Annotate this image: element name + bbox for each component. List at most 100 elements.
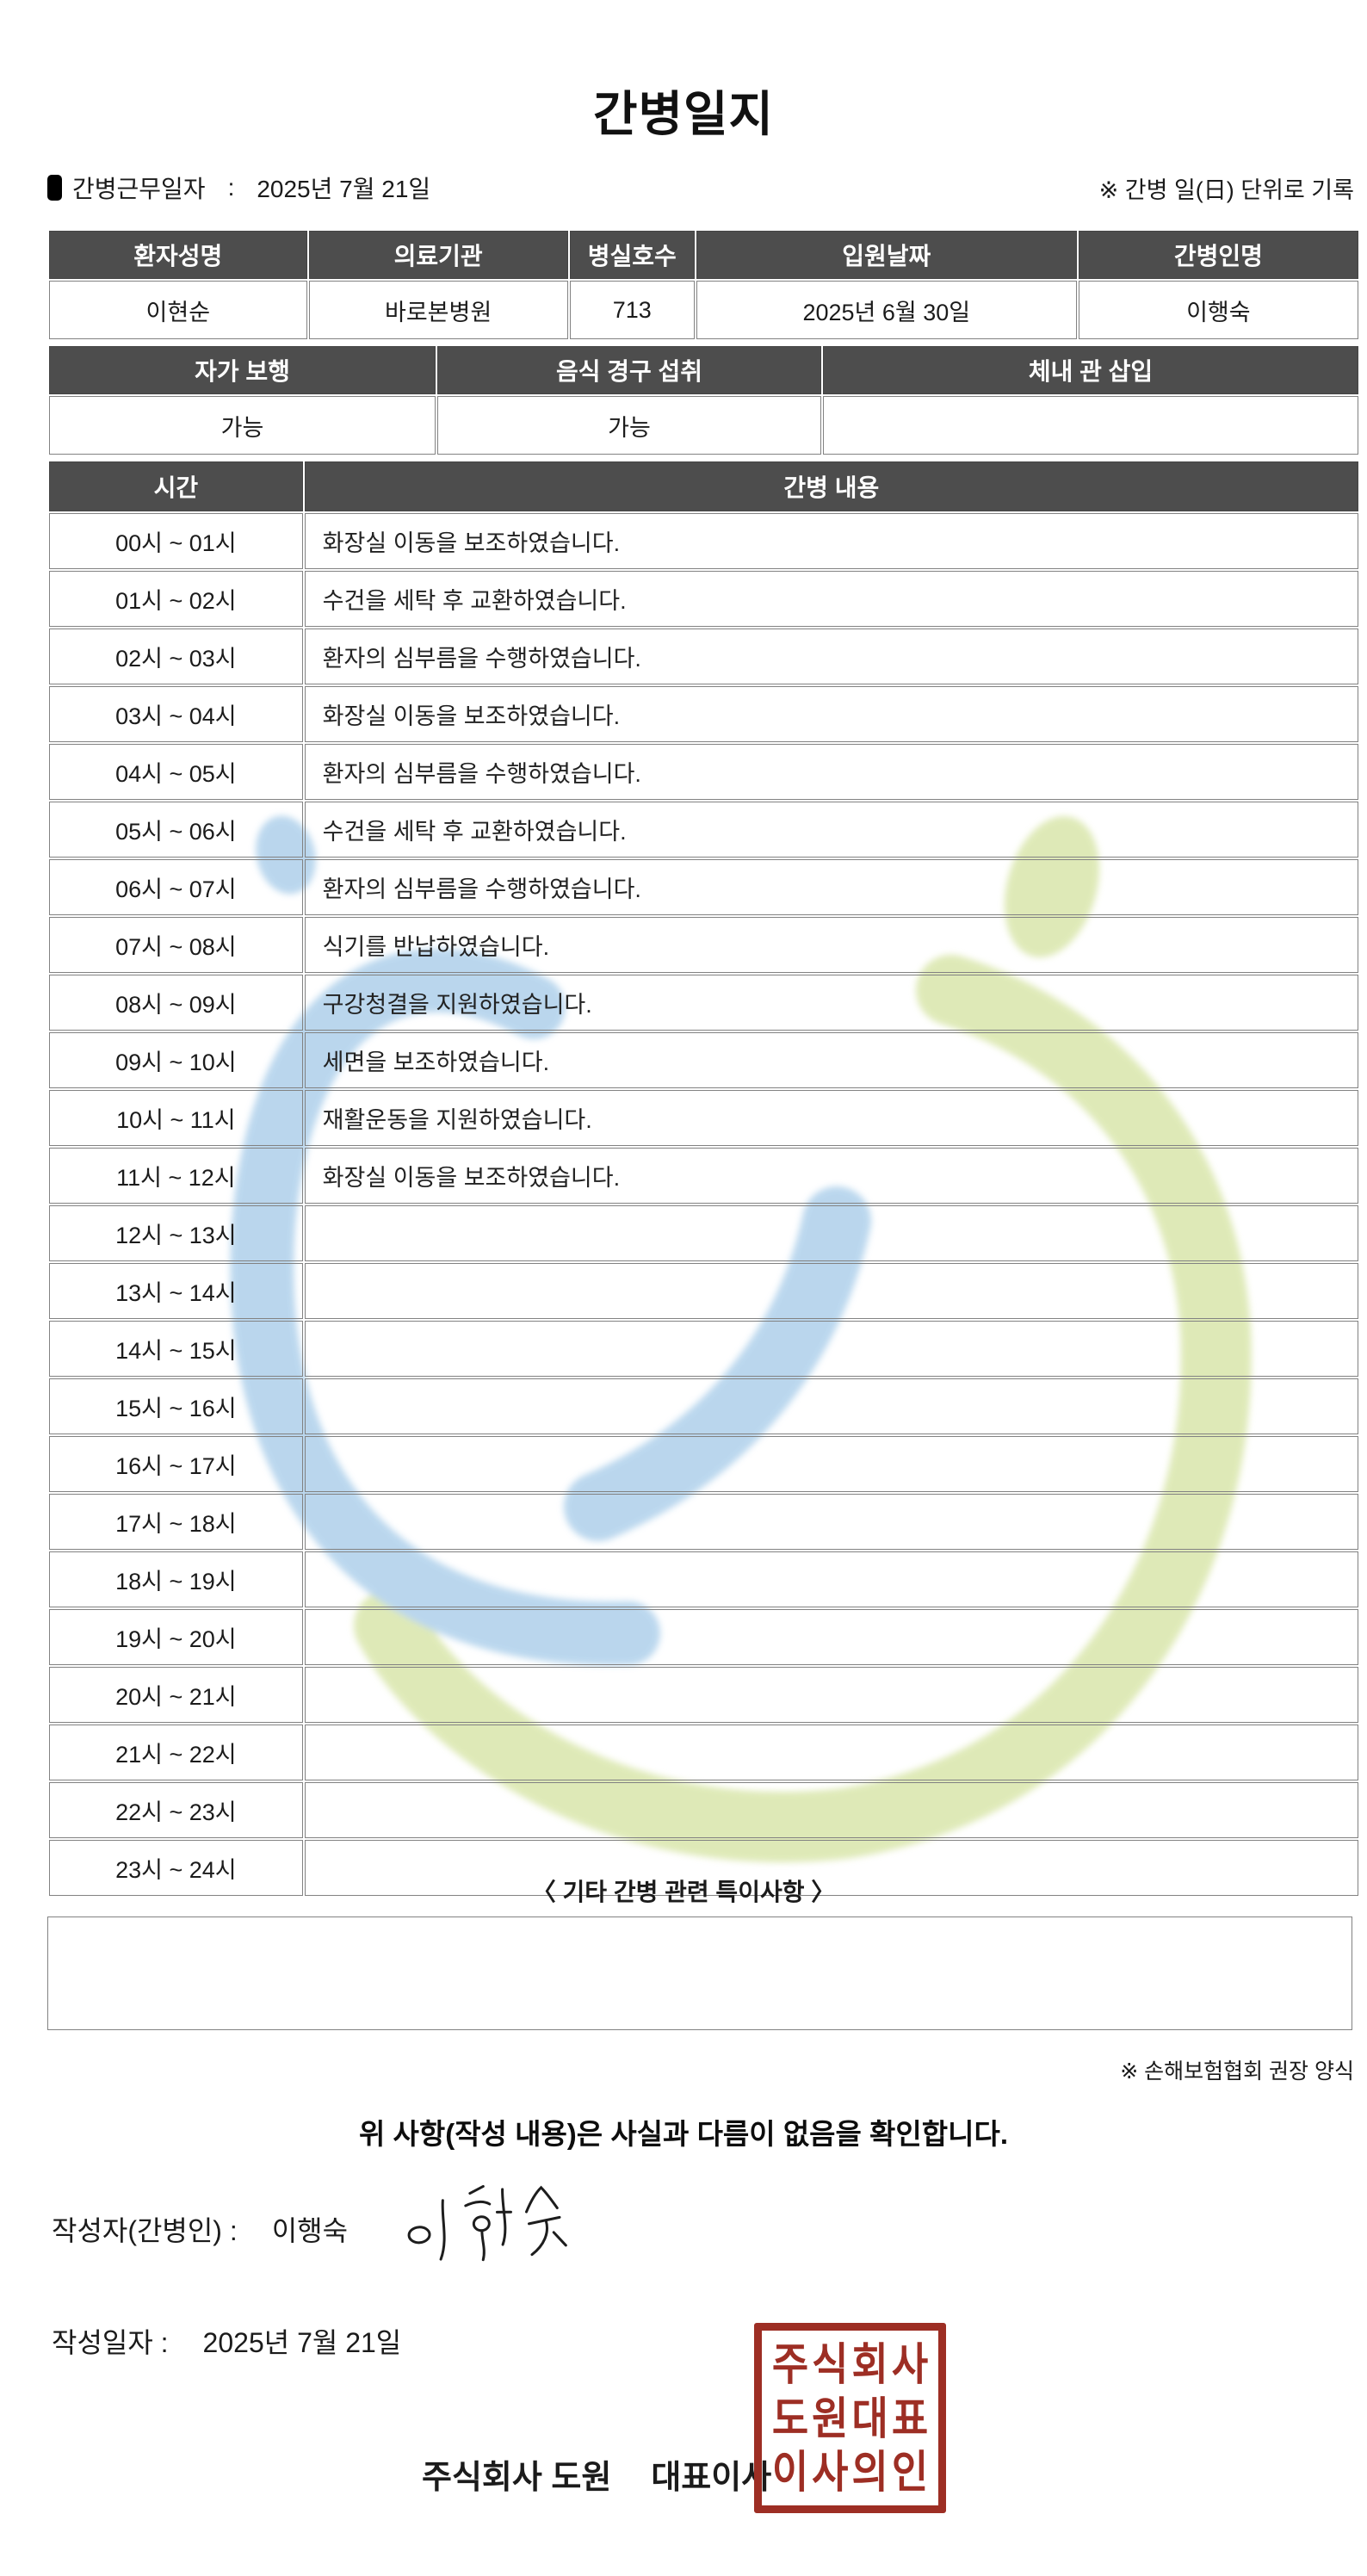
time-cell: 12시 ~ 13시 (49, 1205, 303, 1261)
care-log-row: 07시 ~ 08시 식기를 반납하였습니다. (49, 917, 1358, 973)
care-content-cell: 화장실 이동을 보조하였습니다. (304, 686, 1358, 742)
square-bullet-icon (47, 175, 62, 201)
care-log-row: 13시 ~ 14시 (49, 1263, 1358, 1319)
status-header-row: 자가 보행 음식 경구 섭취 체내 관 삽입 (49, 346, 1358, 394)
care-content-cell (304, 1378, 1358, 1434)
seal-line-2: 도원대표 (771, 2393, 932, 2443)
room-number-value: 713 (569, 281, 695, 339)
care-content-cell: 재활운동을 지원하였습니다. (304, 1090, 1358, 1146)
admission-date-value: 2025년 6월 30일 (696, 281, 1077, 339)
recommended-form-note: ※ 손해보험협회 권장 양식 (1120, 2059, 1354, 2084)
patient-name-header: 환자성명 (49, 231, 307, 279)
time-cell: 23시 ~ 24시 (49, 1840, 303, 1896)
company-name: 주식회사 도원 (422, 2460, 612, 2496)
time-cell: 10시 ~ 11시 (49, 1090, 303, 1146)
writer-label: 작성자(간병인) : (52, 2215, 238, 2246)
care-log-row: 05시 ~ 06시 수건을 세탁 후 교환하였습니다. (49, 802, 1358, 858)
time-cell: 04시 ~ 05시 (49, 744, 303, 800)
oral-intake-header: 음식 경구 섭취 (437, 346, 822, 394)
care-log-row: 02시 ~ 03시 환자의 심부름을 수행하였습니다. (49, 629, 1358, 684)
care-content-cell (304, 1321, 1358, 1377)
time-cell: 22시 ~ 23시 (49, 1782, 303, 1838)
time-header: 시간 (49, 461, 303, 511)
care-log-table: 시간 간병 내용 00시 ~ 01시 화장실 이동을 보조하였습니다. 01시 … (47, 460, 1360, 1898)
written-date-line: 작성일자 : 2025년 7월 21일 (52, 2321, 401, 2361)
body-tube-value (823, 396, 1358, 455)
care-log-row: 22시 ~ 23시 (49, 1782, 1358, 1838)
writer-name: 이행숙 (271, 2215, 349, 2246)
patient-info-header-row: 환자성명 의료기관 병실호수 입원날짜 간병인명 (49, 231, 1358, 279)
confirmation-statement: 위 사항(작성 내용)은 사실과 다름이 없음을 확인합니다. (358, 2118, 1009, 2150)
care-content-cell: 수건을 세탁 후 교환하였습니다. (304, 571, 1358, 627)
care-content-cell (304, 1609, 1358, 1665)
care-content-cell: 식기를 반납하였습니다. (304, 917, 1358, 973)
care-content-cell: 환자의 심부름을 수행하였습니다. (304, 859, 1358, 915)
care-log-row: 08시 ~ 09시 구강청결을 지원하였습니다. (49, 975, 1358, 1031)
written-date-value: 2025년 7월 21일 (202, 2327, 402, 2358)
time-cell: 03시 ~ 04시 (49, 686, 303, 742)
time-cell: 15시 ~ 16시 (49, 1378, 303, 1434)
work-date-value: 2025년 7월 21일 (257, 176, 431, 202)
patient-status-table: 자가 보행 음식 경구 섭취 체내 관 삽입 가능 가능 (47, 344, 1360, 456)
time-cell: 20시 ~ 21시 (49, 1667, 303, 1723)
seal-line-1: 주식회사 (771, 2339, 932, 2390)
care-log-row: 11시 ~ 12시 화장실 이동을 보조하였습니다. (49, 1148, 1358, 1204)
work-date-label: 간병근무일자 (72, 176, 206, 202)
time-cell: 00시 ~ 01시 (49, 513, 303, 569)
care-log-row: 15시 ~ 16시 (49, 1378, 1358, 1434)
unit-note: ※ 간병 일(日) 단위로 기록 (1098, 176, 1354, 203)
patient-info-value-row: 이현순 바로본병원 713 2025년 6월 30일 이행숙 (49, 281, 1358, 339)
caregiver-name-header: 간병인명 (1078, 231, 1358, 279)
seal-line-3: 이사의인 (771, 2446, 932, 2497)
work-date-separator: : (227, 174, 235, 201)
care-log-row: 03시 ~ 04시 화장실 이동을 보조하였습니다. (49, 686, 1358, 742)
time-cell: 07시 ~ 08시 (49, 917, 303, 973)
self-walking-header: 자가 보행 (49, 346, 436, 394)
care-log-row: 16시 ~ 17시 (49, 1436, 1358, 1492)
care-content-cell: 세면을 보조하였습니다. (304, 1032, 1358, 1088)
status-value-row: 가능 가능 (49, 396, 1358, 455)
care-content-cell (304, 1725, 1358, 1780)
care-log-row: 18시 ~ 19시 (49, 1551, 1358, 1607)
care-content-cell: 화장실 이동을 보조하였습니다. (304, 513, 1358, 569)
oral-intake-value: 가능 (437, 396, 822, 455)
hospital-header: 의료기관 (308, 231, 568, 279)
care-log-row: 17시 ~ 18시 (49, 1494, 1358, 1550)
care-log-row: 20시 ~ 21시 (49, 1667, 1358, 1723)
time-cell: 11시 ~ 12시 (49, 1148, 303, 1204)
admission-date-header: 입원날짜 (696, 231, 1077, 279)
time-cell: 21시 ~ 22시 (49, 1725, 303, 1780)
special-notes-title: 〈 기타 간병 관련 특이사항 〉 (531, 1879, 836, 1905)
care-content-cell (304, 1436, 1358, 1492)
care-log-row: 09시 ~ 10시 세면을 보조하였습니다. (49, 1032, 1358, 1088)
time-cell: 01시 ~ 02시 (49, 571, 303, 627)
ceo-title: 대표이사 (651, 2460, 772, 2496)
time-cell: 18시 ~ 19시 (49, 1551, 303, 1607)
time-cell: 02시 ~ 03시 (49, 629, 303, 684)
care-content-cell: 구강청결을 지원하였습니다. (304, 975, 1358, 1031)
care-log-row: 21시 ~ 22시 (49, 1725, 1358, 1780)
patient-info-table: 환자성명 의료기관 병실호수 입원날짜 간병인명 이현순 바로본병원 713 2… (47, 229, 1360, 341)
caregiver-name-value: 이행숙 (1078, 281, 1358, 339)
care-log-row: 04시 ~ 05시 환자의 심부름을 수행하였습니다. (49, 744, 1358, 800)
time-cell: 16시 ~ 17시 (49, 1436, 303, 1492)
care-content-cell (304, 1205, 1358, 1261)
self-walking-value: 가능 (49, 396, 436, 455)
special-notes-box (47, 1917, 1352, 2030)
company-line: 주식회사 도원 대표이사 (422, 2450, 771, 2498)
care-content-cell (304, 1494, 1358, 1550)
care-log-row: 14시 ~ 15시 (49, 1321, 1358, 1377)
time-cell: 19시 ~ 20시 (49, 1609, 303, 1665)
care-log-header-row: 시간 간병 내용 (49, 461, 1358, 511)
care-log-row: 06시 ~ 07시 환자의 심부름을 수행하였습니다. (49, 859, 1358, 915)
care-content-cell: 화장실 이동을 보조하였습니다. (304, 1148, 1358, 1204)
written-date-label: 작성일자 : (52, 2327, 169, 2358)
work-date-line: 간병근무일자 : 2025년 7월 21일 (47, 170, 430, 205)
time-cell: 06시 ~ 07시 (49, 859, 303, 915)
hospital-value: 바로본병원 (308, 281, 568, 339)
care-content-cell (304, 1551, 1358, 1607)
time-cell: 17시 ~ 18시 (49, 1494, 303, 1550)
corporate-seal-stamp: 주식회사 도원대표 이사의인 (754, 2323, 946, 2513)
time-cell: 09시 ~ 10시 (49, 1032, 303, 1088)
